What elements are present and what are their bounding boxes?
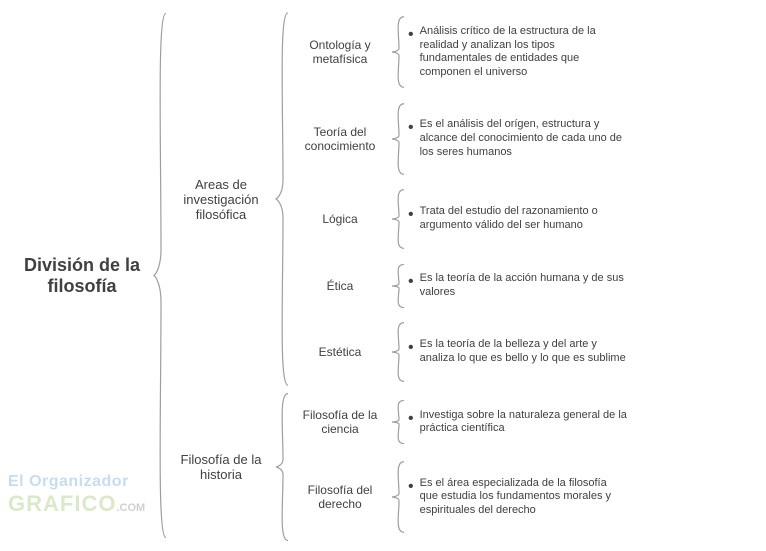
leaf-label: Teoría del conocimiento: [290, 125, 390, 153]
leaf-row: Ontología y metafísica Análisis crítico d…: [290, 16, 628, 88]
brace-leaf: [390, 264, 406, 308]
group-label: Filosofía de la historia: [168, 452, 274, 482]
leaf-desc-text: Es el análisis del orígen, estructura y …: [420, 118, 628, 159]
leaf-row: Filosofía de la ciencia Investiga sobre l…: [290, 400, 628, 444]
watermark: El Organizador GRAFICO.COM: [8, 473, 145, 517]
leaf-desc-text: Trata del estudio del razonamiento o arg…: [420, 205, 628, 233]
leaf-desc: Es el análisis del orígen, estructura y …: [406, 118, 628, 159]
leaf-desc-text: Es el área especializada de la filosofía…: [420, 477, 628, 518]
brace-leaf: [390, 189, 406, 249]
leaf-desc-text: Es la teoría de la acción humana y de su…: [420, 272, 628, 300]
leaf-desc: Análisis crítico de la estructura de la …: [406, 25, 628, 80]
leaf-label: Filosofía de la ciencia: [290, 408, 390, 436]
watermark-line-3: .COM: [116, 502, 145, 514]
leaf-label: Ontología y metafísica: [290, 38, 390, 66]
leaf-desc: Es la teoría de la belleza y del arte y …: [406, 338, 628, 366]
groups-column: Areas de investigación filosófica Ontolog…: [168, 8, 628, 543]
leaves-column: Ontología y metafísica Análisis crítico d…: [290, 9, 628, 389]
leaf-row: Filosofía del derecho Es el área especial…: [290, 461, 628, 533]
leaves-column: Filosofía de la ciencia Investiga sobre l…: [290, 392, 628, 542]
leaf-desc: Investiga sobre la naturaleza general de…: [406, 409, 628, 437]
leaf-desc-text: Análisis crítico de la estructura de la …: [420, 25, 628, 80]
brace-group: [274, 392, 290, 542]
leaf-row: Estética Es la teoría de la belleza y del…: [290, 322, 628, 382]
watermark-line-1: El Organizador: [8, 473, 145, 491]
brace-leaf: [390, 103, 406, 175]
brace-root: [152, 8, 168, 543]
leaf-row: Lógica Trata del estudio del razonamiento…: [290, 189, 628, 249]
leaf-desc: Es la teoría de la acción humana y de su…: [406, 272, 628, 300]
leaf-desc: Trata del estudio del razonamiento o arg…: [406, 205, 628, 233]
root-title: División de la filosofía: [12, 255, 152, 297]
brace-group: [274, 9, 290, 389]
brace-leaf: [390, 400, 406, 444]
leaf-label: Ética: [290, 279, 390, 293]
leaf-desc: Es el área especializada de la filosofía…: [406, 477, 628, 518]
leaf-desc-text: Es la teoría de la belleza y del arte y …: [420, 338, 628, 366]
group-label: Areas de investigación filosófica: [168, 177, 274, 222]
leaf-label: Lógica: [290, 212, 390, 226]
brace-diagram: División de la filosofía Areas de invest…: [0, 0, 766, 551]
brace-leaf: [390, 322, 406, 382]
leaf-label: Estética: [290, 345, 390, 359]
group: Areas de investigación filosófica Ontolog…: [168, 9, 628, 389]
group: Filosofía de la historia Filosofía de la …: [168, 392, 628, 542]
leaf-desc-text: Investiga sobre la naturaleza general de…: [420, 409, 628, 437]
brace-leaf: [390, 16, 406, 88]
leaf-label: Filosofía del derecho: [290, 483, 390, 511]
leaf-row: Teoría del conocimiento Es el análisis de…: [290, 103, 628, 175]
brace-leaf: [390, 461, 406, 533]
leaf-row: Ética Es la teoría de la acción humana y …: [290, 264, 628, 308]
watermark-line-2: GRAFICO: [8, 491, 116, 516]
